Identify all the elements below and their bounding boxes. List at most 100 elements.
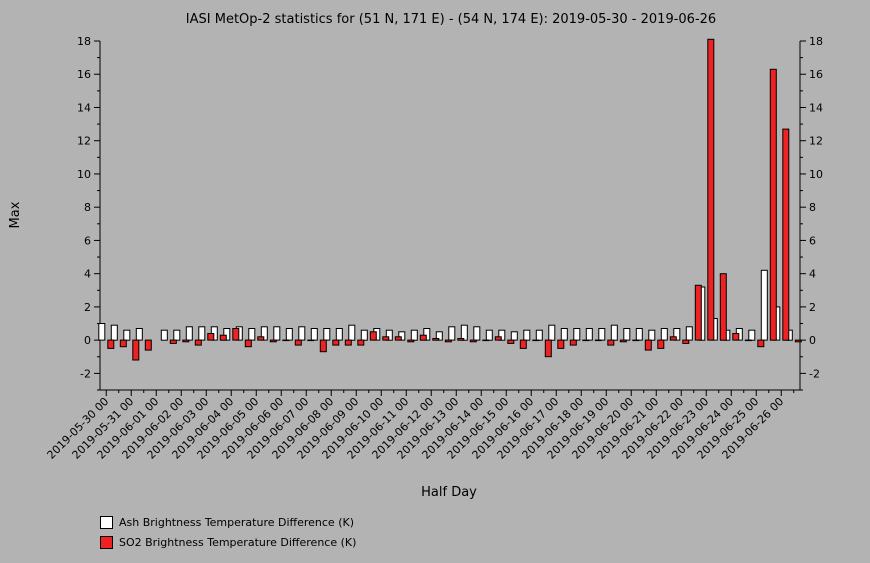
bar-ash [460,324,468,341]
bar-ash [248,328,256,341]
y-tick-label-left: 10 [77,168,91,181]
bar-so2 [682,339,690,344]
y-tick-label-right: 0 [809,334,816,347]
bar-so2 [707,38,715,341]
y-tick-label-left: 16 [77,68,91,81]
bar-ash [610,324,618,341]
y-axis-title: Max [8,201,23,228]
bar-so2 [519,339,527,349]
legend-label-ash: Ash Brightness Temperature Difference (K… [119,515,354,529]
bar-so2 [744,339,752,342]
y-tick-label-left: 18 [77,35,91,48]
bar-ash [535,329,543,341]
legend: Ash Brightness Temperature Difference (K… [100,512,356,552]
y-tick-label-left: 4 [84,268,91,281]
bar-so2 [182,339,190,343]
bar-ash [685,326,693,341]
bar-so2 [132,339,140,361]
bar-so2 [282,339,290,342]
y-tick-label-right: 10 [809,168,823,181]
y-tick-label-right: 8 [809,201,816,214]
bar-so2 [307,339,315,342]
bar-so2 [757,339,765,348]
y-tick-label-right: 2 [809,301,816,314]
bar-ash [298,326,306,341]
bar-ash [160,329,168,341]
bar-ash [510,331,518,341]
bar-ash [485,329,493,341]
bar-ash [310,328,318,341]
bar-so2 [244,339,252,348]
bar-ash [98,323,106,341]
y-tick-label-left: -2 [80,367,91,380]
y-tick-label-left: 6 [84,234,91,247]
legend-swatch-so2 [100,535,113,549]
bar-ash [348,324,356,341]
bar-so2 [419,334,427,341]
bar-so2 [444,339,452,343]
bar-ash [648,329,656,341]
bar-so2 [194,339,202,346]
y-axis-right: -2 0 2 4 6 8 10 12 14 16 18 [800,35,823,391]
bar-ash [523,329,531,341]
bar-ash [473,326,481,341]
bar-ash [760,269,768,341]
bar-so2 [319,339,327,353]
bar-so2 [569,339,577,346]
bar-ash [135,328,143,341]
bar-ash [560,328,568,341]
legend-label-so2: SO2 Brightness Temperature Difference (K… [119,535,357,549]
y-tick-label-right: 14 [809,101,823,114]
bar-ash [635,328,643,341]
bar-ash [323,328,331,341]
bar-so2 [619,339,627,343]
bar-so2 [294,339,302,346]
bar-so2 [344,339,352,346]
bar-so2 [794,339,802,343]
bar-so2 [769,68,777,341]
bar-so2 [732,333,740,341]
bar-so2 [557,339,565,349]
bar-ash [123,329,131,341]
bar-so2 [357,339,365,346]
y-tick-label-right: 16 [809,68,823,81]
y-tick-label-right: 4 [809,268,816,281]
y-tick-label-left: 2 [84,301,91,314]
bar-so2 [644,339,652,351]
bar-ash [360,329,368,341]
chart-title: IASI MetOp-2 statistics for (51 N, 171 E… [186,12,716,27]
bar-so2 [482,339,490,342]
bar-ash [410,329,418,341]
bar-so2 [544,339,552,358]
bar-so2 [582,339,590,342]
bar-so2 [169,339,177,344]
bar-ash [185,326,193,341]
legend-item-so2: SO2 Brightness Temperature Difference (K… [100,532,356,552]
bar-ash [285,328,293,341]
bar-so2 [407,339,415,343]
x-axis-title: Half Day [421,485,477,500]
bar-so2 [469,339,477,343]
bar-so2 [207,333,215,341]
bar-so2 [632,339,640,342]
bar-ash [173,329,181,341]
bar-so2 [719,273,727,341]
bar-so2 [782,128,790,341]
y-tick-label-right: 6 [809,234,816,247]
bar-so2 [219,334,227,341]
y-tick-label-left: 12 [77,135,91,148]
bar-ash [448,326,456,341]
bar-ash [548,324,556,341]
legend-item-ash: Ash Brightness Temperature Difference (K… [100,512,356,532]
y-tick-label-right: 12 [809,135,823,148]
bar-so2 [532,339,540,342]
legend-swatch-ash [100,515,113,529]
bar-so2 [269,339,277,343]
bar-so2 [432,338,440,341]
bar-so2 [119,339,127,348]
y-tick-label-left: 0 [84,334,91,347]
bar-so2 [232,328,240,341]
bars [98,38,802,361]
